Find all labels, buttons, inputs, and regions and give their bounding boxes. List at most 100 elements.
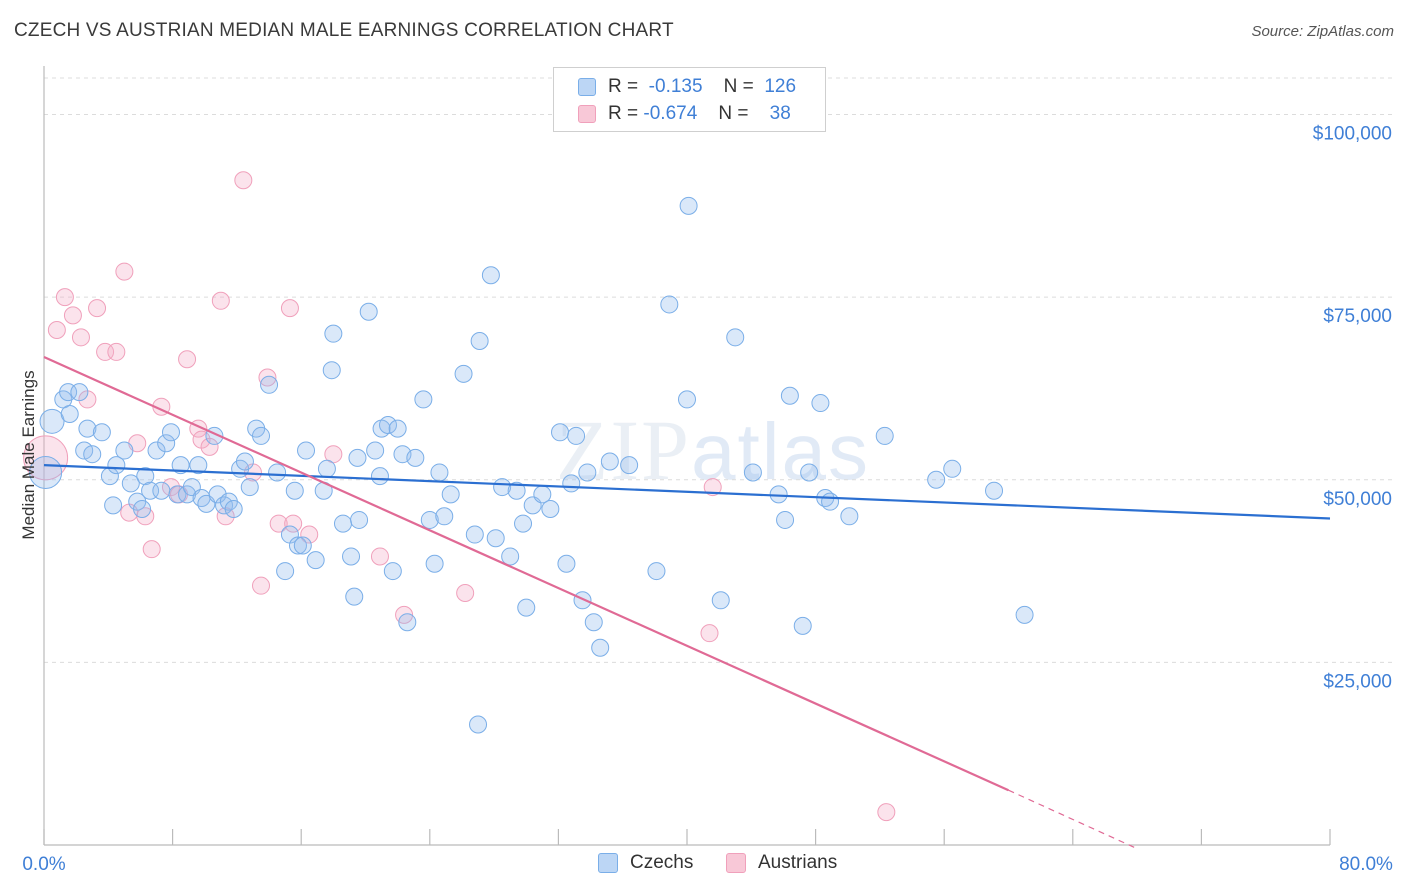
czech-point: [660, 295, 679, 314]
czech-point: [70, 383, 89, 402]
austrian-point: [258, 368, 277, 387]
y-tick-label: $25,000: [1323, 671, 1392, 692]
austrian-point: [877, 803, 896, 822]
czech-point: [465, 525, 484, 544]
czech-points: [29, 196, 1034, 734]
correlation-legend: R = -0.135 N = 126 R = -0.674 N = 38: [553, 67, 826, 132]
czech-point: [39, 408, 65, 434]
czech-point: [927, 470, 946, 489]
watermark-atlas: atlas: [691, 407, 870, 496]
austrian-point: [88, 299, 107, 318]
czech-point: [406, 448, 425, 467]
czech-point: [493, 478, 512, 497]
czech-point: [578, 463, 597, 482]
y-tick-labels: $25,000 $50,000 $75,000 $100,000: [1313, 124, 1392, 693]
czech-point: [514, 514, 533, 533]
czech-point: [350, 510, 369, 529]
czech-point: [620, 456, 639, 475]
czech-point: [711, 591, 730, 610]
czech-point: [366, 441, 385, 460]
czech-point: [345, 587, 364, 606]
austrians-label: Austrians: [758, 852, 838, 873]
czech-point: [152, 481, 171, 500]
czechs-swatch: [598, 853, 618, 873]
czech-point: [383, 562, 402, 581]
austrian-point: [284, 514, 303, 533]
czech-point: [147, 441, 166, 460]
czech-point: [780, 386, 799, 405]
austrian-point: [703, 478, 722, 497]
austrian-point: [700, 624, 719, 643]
czech-point: [268, 463, 287, 482]
czech-point: [501, 547, 520, 566]
czech-point: [157, 434, 176, 453]
r-value: -0.135: [648, 76, 703, 97]
czech-point: [208, 485, 227, 504]
legend-row-austrians: R = -0.674 N = 38: [578, 102, 791, 126]
czech-point: [541, 499, 560, 518]
czech-point: [171, 456, 190, 475]
austrian-point: [178, 350, 197, 369]
y-tick-label: $100,000: [1313, 124, 1392, 145]
czech-point: [420, 510, 439, 529]
n-value: 126: [764, 76, 797, 97]
trend-lines: [43, 356, 1331, 850]
czech-point: [235, 452, 254, 471]
czech-point: [441, 485, 460, 504]
czech-point: [800, 463, 819, 482]
austrian-point: [55, 288, 74, 307]
czech-point: [288, 536, 307, 555]
czech-point: [793, 616, 812, 635]
czech-point: [240, 478, 259, 497]
austrians-swatch: [578, 105, 596, 123]
bottom-legend-czechs: Czechs: [598, 852, 693, 874]
czech-point: [591, 638, 610, 657]
austrian-point: [115, 262, 134, 281]
czech-point: [943, 459, 962, 478]
bottom-legend-austrians: Austrians: [726, 852, 837, 874]
czech-point: [811, 394, 830, 413]
watermark: ZIPatlas: [556, 400, 870, 500]
grid-lines: [44, 77, 1392, 663]
czech-point: [324, 324, 343, 343]
austrian-point: [252, 576, 271, 595]
czech-point: [470, 331, 489, 350]
austrian-point: [107, 342, 126, 361]
czech-point: [252, 426, 271, 445]
czech-point: [306, 551, 325, 570]
austrian-point: [200, 437, 219, 456]
czech-point: [322, 361, 341, 380]
czech-point: [414, 390, 433, 409]
y-tick-label: $50,000: [1323, 489, 1392, 510]
czech-point: [297, 441, 316, 460]
czech-point: [1015, 605, 1034, 624]
czech-point: [388, 419, 407, 438]
czech-point: [121, 474, 140, 493]
czech-point: [83, 445, 102, 464]
czech-point: [370, 467, 389, 486]
chart-title: CZECH VS AUSTRIAN MEDIAN MALE EARNINGS C…: [14, 20, 674, 41]
czech-point: [454, 364, 473, 383]
czech-point: [215, 496, 234, 515]
y-tick-label: $75,000: [1323, 306, 1392, 327]
czech-point: [168, 485, 187, 504]
czech-point: [104, 496, 123, 515]
czech-point: [573, 591, 592, 610]
austrian-point: [47, 321, 66, 340]
czech-point: [224, 499, 243, 518]
austrian-point: [71, 328, 90, 347]
czech-point: [776, 510, 795, 529]
czech-point: [875, 426, 894, 445]
czech-point: [562, 474, 581, 493]
czech-point: [469, 715, 488, 734]
czech-point: [317, 459, 336, 478]
r-label: R =: [608, 103, 639, 124]
czech-point: [60, 405, 79, 424]
legend-row-czechs: R = -0.135 N = 126: [578, 75, 796, 99]
czech-point: [743, 463, 762, 482]
austrian-point: [280, 299, 299, 318]
czech-point: [359, 302, 378, 321]
czech-point: [985, 481, 1004, 500]
austrians-swatch: [726, 853, 746, 873]
